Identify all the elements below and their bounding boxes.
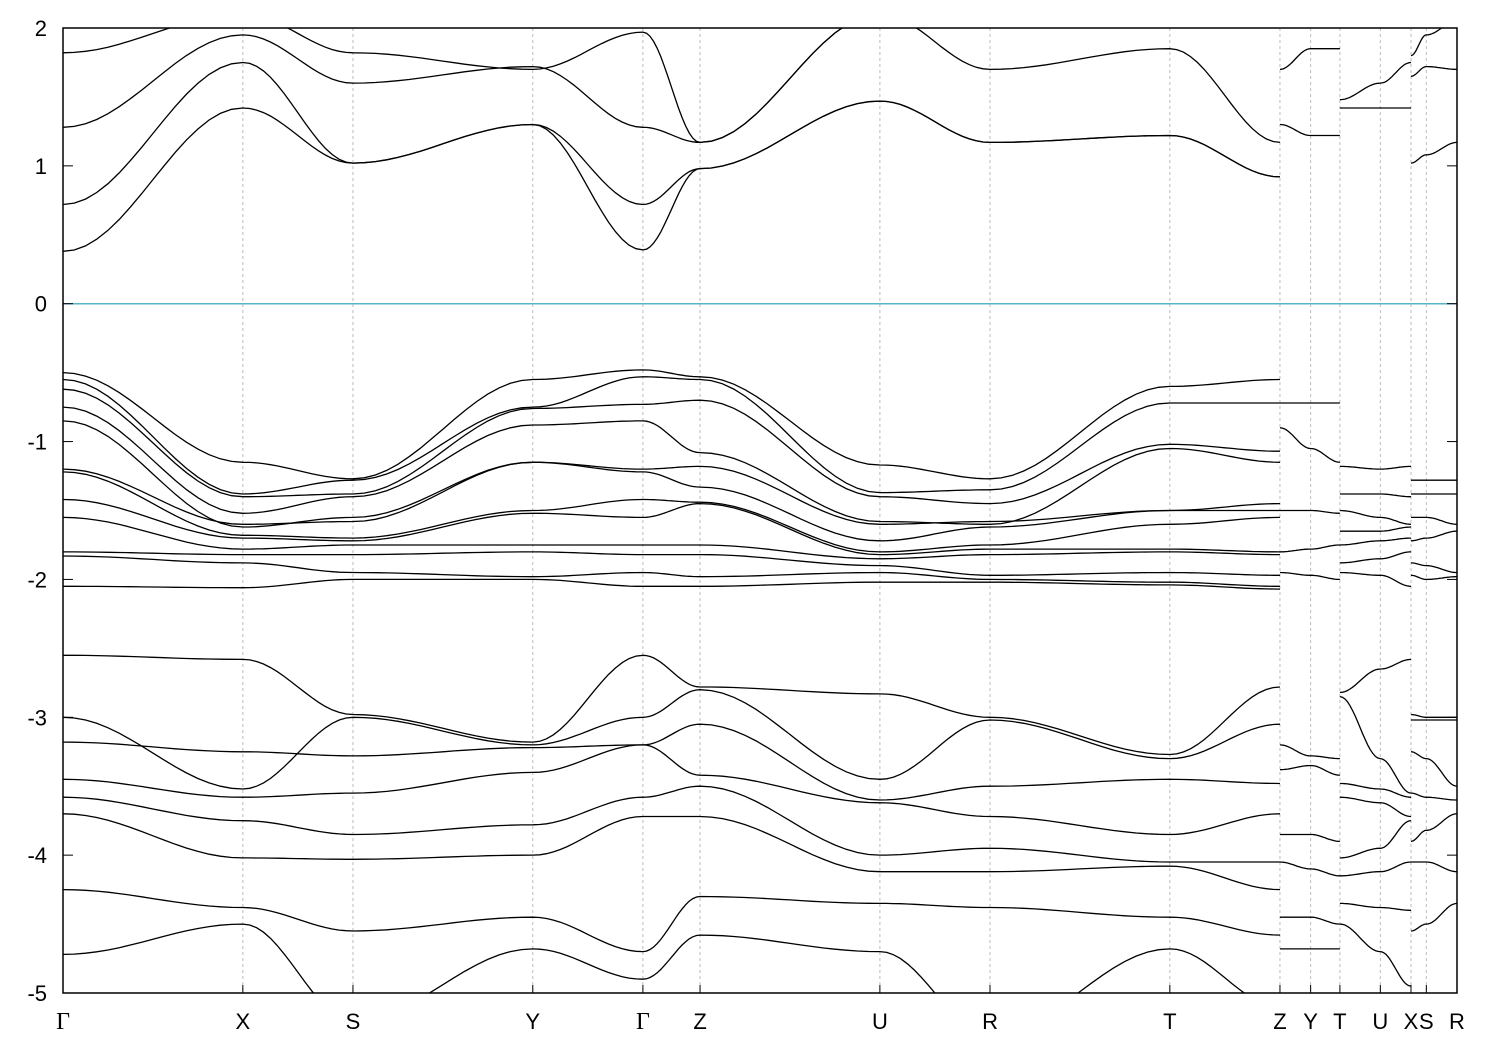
band-line — [1339, 861, 1412, 877]
band-line — [63, 654, 1281, 756]
band-line — [1279, 427, 1340, 463]
kpoint-label: Γ — [56, 1009, 70, 1035]
band-line — [1280, 833, 1340, 843]
band-line — [1279, 744, 1340, 760]
band-line — [1339, 923, 1412, 987]
band-line — [63, 578, 1281, 590]
band-line — [1279, 544, 1340, 553]
band-line — [1339, 551, 1411, 564]
y-tick-label: -2 — [27, 567, 47, 592]
band-line — [63, 28, 1281, 144]
band-line — [63, 516, 1280, 560]
band-line — [1339, 695, 1412, 794]
band-line — [1339, 571, 1412, 587]
band-line — [63, 923, 1246, 993]
y-tick-label: 2 — [35, 16, 47, 41]
band-line — [1339, 526, 1412, 532]
kpoint-label: Y — [525, 1009, 540, 1034]
band-line — [63, 406, 1281, 525]
band-line — [1410, 141, 1457, 164]
band-line — [63, 785, 1280, 863]
band-line — [1410, 65, 1457, 77]
band-line — [1339, 820, 1412, 859]
kpoint-label: Γ — [636, 1009, 650, 1035]
band-line — [1279, 571, 1340, 581]
kpoint-label: U — [1372, 1009, 1388, 1034]
band-line — [1411, 861, 1457, 873]
band-line — [63, 61, 1281, 206]
band-line — [1410, 28, 1443, 57]
band-line — [1279, 764, 1340, 776]
band-line — [63, 461, 1280, 542]
band-line — [1411, 792, 1457, 801]
band-line — [1411, 516, 1457, 525]
kpoint-label: S — [1419, 1009, 1434, 1034]
band-line — [1339, 902, 1411, 911]
band-line — [1339, 782, 1411, 798]
band-line — [1279, 48, 1340, 71]
kpoint-label: R — [1449, 1009, 1465, 1034]
band-line — [1339, 658, 1412, 694]
band-line — [1339, 61, 1412, 101]
band-line — [63, 369, 1281, 480]
y-tick-label: -5 — [27, 981, 47, 1006]
band-line — [1339, 537, 1411, 546]
band-line — [1410, 713, 1457, 718]
kpoint-label: Z — [693, 1009, 706, 1034]
band-line — [1411, 530, 1457, 542]
band-line — [1279, 861, 1340, 877]
kpoint-label: X — [1404, 1009, 1419, 1034]
kpoint-label: S — [346, 1009, 361, 1034]
band-line — [63, 551, 1280, 576]
band-lines — [63, 28, 1457, 993]
band-line — [1410, 902, 1457, 932]
band-line — [1339, 796, 1412, 818]
kpoint-label: T — [1333, 1009, 1346, 1034]
y-tick-label: 0 — [35, 292, 47, 317]
kpoint-label: X — [235, 1009, 250, 1034]
band-line — [63, 813, 1281, 891]
band-line — [63, 888, 1281, 953]
band-line — [63, 28, 844, 144]
kpoint-label: Y — [1303, 1009, 1318, 1034]
band-line — [63, 388, 1280, 505]
band-line — [1280, 509, 1340, 514]
band-line — [1411, 562, 1457, 574]
band-line — [63, 376, 1280, 495]
band-line — [63, 689, 1281, 790]
kpoint-label: Z — [1273, 1009, 1286, 1034]
band-line — [63, 420, 1281, 528]
band-line — [1411, 574, 1457, 581]
band-line — [1339, 465, 1411, 470]
band-line — [63, 471, 1281, 553]
band-line — [63, 744, 1281, 836]
band-line — [1410, 813, 1457, 843]
band-line — [1339, 509, 1412, 525]
band-line — [63, 555, 1280, 587]
band-line — [1339, 493, 1411, 498]
y-axis-ticks: 2 1 0 -1 -2 -3 -4 -5 — [27, 16, 1457, 1006]
band-line — [63, 498, 1281, 556]
plot-frame — [62, 27, 1458, 994]
y-tick-label: -1 — [27, 430, 47, 455]
y-tick-label: -4 — [27, 843, 47, 868]
kpoint-label: T — [1163, 1009, 1176, 1034]
y-tick-label: 1 — [35, 154, 47, 179]
y-tick-label: -3 — [27, 705, 47, 730]
kpoint-label: U — [872, 1009, 888, 1034]
band-line — [1279, 123, 1340, 137]
kpoint-label: R — [982, 1009, 998, 1034]
band-line — [63, 723, 1281, 801]
band-line — [1280, 916, 1340, 925]
band-line — [1411, 751, 1457, 787]
